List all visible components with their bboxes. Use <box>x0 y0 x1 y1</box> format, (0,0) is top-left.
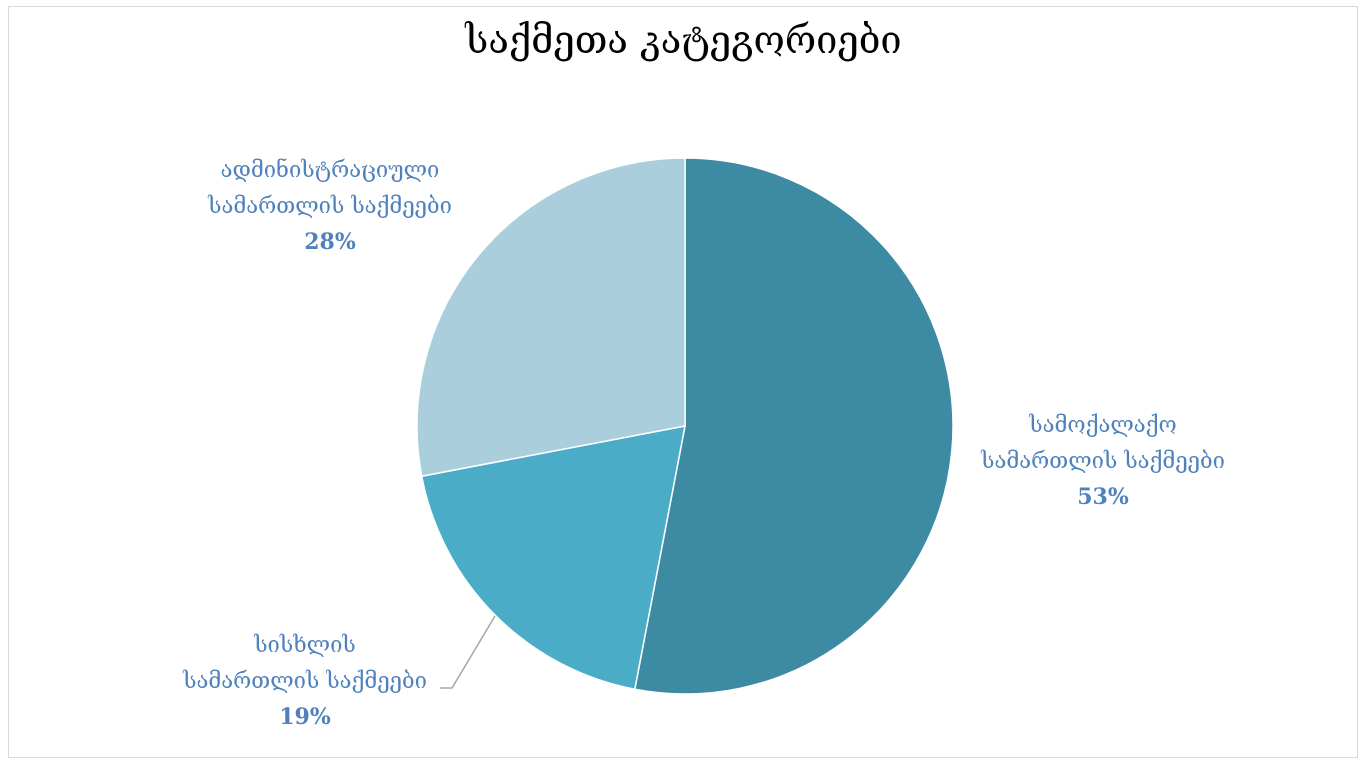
data-label-text-1: სამოქალაქო <box>1028 413 1176 438</box>
data-label-percent-1: 53% <box>1077 484 1129 510</box>
pie-slice-1 <box>633 157 954 695</box>
pie-slice-3 <box>416 157 686 478</box>
pie-slice-2 <box>420 425 686 691</box>
data-label-percent-2: 19% <box>279 704 331 730</box>
data-label-text-3: ადმინისტრაციული <box>221 157 440 183</box>
data-label-text-2: სამართლის საქმეები <box>182 669 427 694</box>
leader-line <box>440 615 496 689</box>
data-label-text-2: სისხლის <box>253 633 356 658</box>
data-label-percent-3: 28% <box>304 229 356 255</box>
data-label-text-3: სამართლის საქმეები <box>207 194 452 219</box>
data-label-text-1: სამართლის საქმეები <box>980 449 1225 474</box>
chart-title: საქმეთა კატეგორიები <box>465 18 902 62</box>
